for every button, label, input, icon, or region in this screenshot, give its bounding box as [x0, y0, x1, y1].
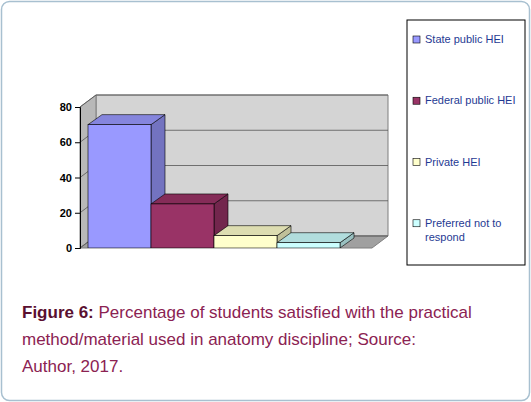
chart: 0 20 40 60 80 State public HEI Federal public … — [0, 0, 531, 402]
caption-line: Figure 6: Percentage of students satisfi… — [22, 303, 472, 322]
tick-label: 40 — [60, 172, 72, 184]
y-axis: 0 20 40 60 80 — [60, 101, 81, 254]
tick: 40 — [60, 172, 80, 184]
grid — [80, 95, 388, 248]
caption-line: Author, 2017. — [22, 357, 123, 376]
tick: 20 — [60, 207, 80, 219]
legend-label: Federal public HEI — [425, 94, 516, 106]
bar-top — [151, 194, 228, 204]
legend: State public HEI Federal public HEI Privat… — [407, 20, 525, 265]
tick: 0 — [66, 242, 80, 254]
caption-text: Percentage of students satisfied with th… — [94, 303, 472, 322]
bar-top — [214, 226, 291, 236]
legend-swatch — [413, 159, 420, 166]
tick-mark — [75, 142, 80, 143]
caption: Figure 6: Percentage of students satisfi… — [22, 303, 472, 376]
legend-swatch — [413, 36, 420, 43]
bar-top — [277, 233, 354, 243]
caption-text: method/material used in anatomy discipli… — [22, 330, 416, 349]
caption-line: method/material used in anatomy discipli… — [22, 330, 416, 349]
tick-mark — [75, 213, 80, 214]
tick-label: 20 — [60, 207, 72, 219]
legend-label: State public HEI — [425, 33, 504, 45]
tick-mark — [75, 248, 80, 249]
y-axis-line — [75, 108, 81, 249]
bar — [277, 243, 340, 248]
legend-box — [407, 20, 525, 265]
caption-text: Author, 2017. — [22, 357, 123, 376]
legend-swatch — [413, 97, 420, 104]
grid-line — [80, 95, 388, 107]
tick-mark — [75, 107, 80, 108]
tick-label: 80 — [60, 101, 72, 113]
bars — [88, 115, 354, 248]
legend-label: Private HEI — [425, 156, 481, 168]
bar — [88, 125, 151, 248]
caption-label: Figure 6: — [22, 303, 94, 322]
tick-label: 60 — [60, 136, 72, 148]
tick-mark — [75, 178, 80, 179]
bar-group — [277, 233, 354, 248]
legend-swatch — [413, 220, 420, 227]
tick: 80 — [60, 101, 80, 113]
bar — [151, 204, 214, 248]
legend-label: Preferred not torespond — [425, 217, 501, 243]
frame — [2, 2, 530, 401]
tick: 60 — [60, 136, 80, 148]
tick-label: 0 — [66, 242, 72, 254]
bar — [214, 236, 277, 248]
bar-top — [88, 115, 165, 125]
